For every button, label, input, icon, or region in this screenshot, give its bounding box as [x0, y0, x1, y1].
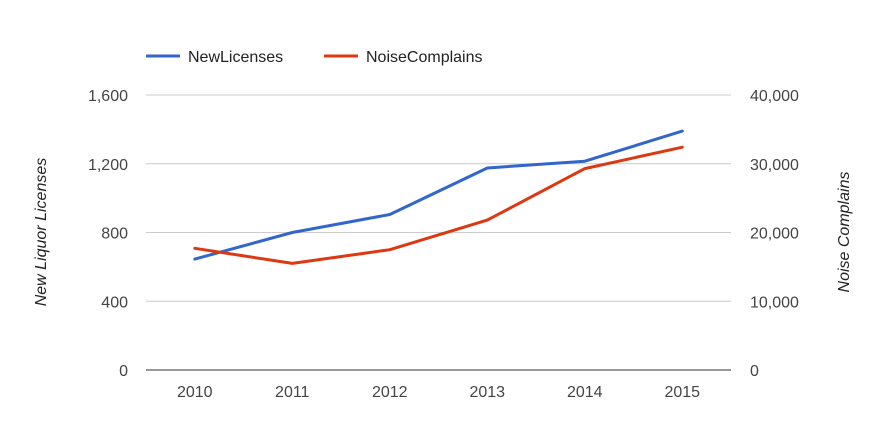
x-tick: 2013 [469, 384, 505, 401]
y-tick-right: 0 [750, 363, 759, 380]
x-tick: 2015 [664, 384, 700, 401]
x-axis-ticks: 2010 2011 2012 2013 2014 2015 [177, 384, 700, 401]
y-axis-left-ticks: 0 400 800 1,200 1,600 [88, 88, 128, 380]
y-axis-right-ticks: 0 10,000 20,000 30,000 40,000 [750, 88, 799, 380]
series-line-newlicenses [193, 129, 684, 261]
y-tick-left: 400 [101, 294, 128, 311]
legend: NewLicenses NoiseComplains [146, 49, 483, 66]
y-tick-left: 1,200 [88, 157, 128, 174]
y-tick-left: 0 [119, 363, 128, 380]
y-tick-left: 800 [101, 226, 128, 243]
y-tick-right: 30,000 [750, 157, 799, 174]
y-tick-right: 10,000 [750, 294, 799, 311]
y-tick-right: 20,000 [750, 226, 799, 243]
y-axis-right-title: Noise Complains [836, 172, 853, 293]
series-line-noisecomplains [193, 145, 684, 265]
y-axis-left-title: New Liquor Licenses [33, 158, 50, 307]
x-tick: 2012 [372, 384, 408, 401]
grid [146, 94, 731, 371]
x-tick: 2011 [275, 384, 310, 401]
y-tick-right: 40,000 [750, 88, 799, 105]
x-tick: 2014 [567, 384, 603, 401]
legend-label: NewLicenses [188, 49, 283, 66]
y-tick-left: 1,600 [88, 88, 128, 105]
series-group [193, 129, 684, 265]
legend-label: NoiseComplains [366, 49, 483, 66]
x-tick: 2010 [177, 384, 213, 401]
